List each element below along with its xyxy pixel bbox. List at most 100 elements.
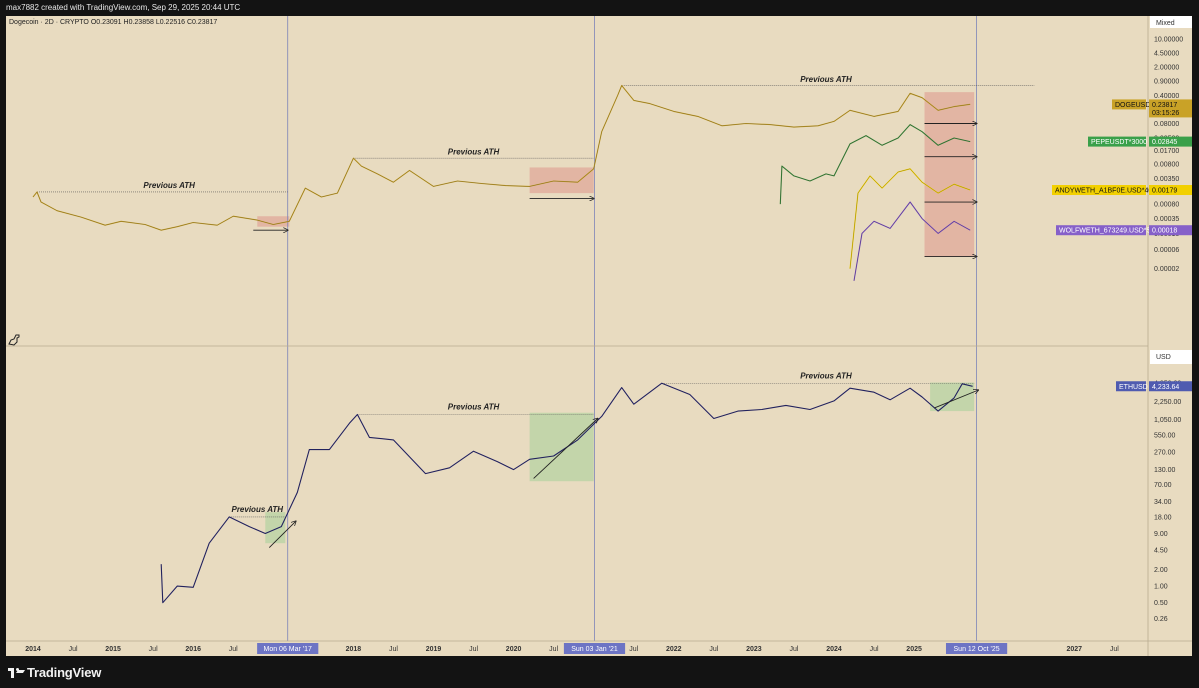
top-y-tick: 0.00002 <box>1154 266 1179 273</box>
x-marker-label: Mon 06 Mar '17 <box>264 646 313 653</box>
x-tick: Jul <box>789 646 798 653</box>
andy-name-badge <box>1052 185 1146 196</box>
bottom-y-tick: 0.50 <box>1154 600 1168 607</box>
eth-name: ETHUSD <box>1119 384 1148 391</box>
x-tick: 2020 <box>506 646 522 653</box>
eth-up-arrow-2021 <box>533 419 598 479</box>
chart-svg[interactable]: Previous ATH Previous ATH Previous ATH Prev… <box>6 16 1192 656</box>
eth-green-box-2021 <box>529 412 594 482</box>
eth-value-badge <box>1149 381 1192 392</box>
top-y-tick: 0.00006 <box>1154 247 1179 254</box>
doge-name: DOGEUSD <box>1115 102 1150 109</box>
wolf-name-badge <box>1056 225 1146 236</box>
top-y-tick: 0.01700 <box>1154 148 1179 155</box>
bottom-y-tick: 9.00 <box>1154 531 1168 538</box>
bottom-y-tick: 18.00 <box>1154 514 1172 521</box>
andy-line-outline <box>849 168 971 269</box>
doge-name-badge <box>1112 99 1146 110</box>
credit-text: max7882 created with TradingView.com, Se… <box>6 3 241 12</box>
eth-line-outline <box>161 383 973 604</box>
bottom-y-tick: 1.00 <box>1154 584 1168 591</box>
wolf-line-outline <box>853 201 971 281</box>
top-y-tick: 2.00000 <box>1154 65 1179 72</box>
x-tick: 2019 <box>426 646 442 653</box>
chart-area[interactable]: Previous ATH Previous ATH Previous ATH Prev… <box>6 16 1192 656</box>
bottom-y-tick: 2.00 <box>1154 567 1168 574</box>
doge-value: 0.23817 <box>1152 102 1177 109</box>
bottom-y-tick: 550.00 <box>1154 433 1176 440</box>
mixed-scale-box <box>1150 16 1192 28</box>
x-marker-badge <box>257 643 319 654</box>
top-y-tick: 0.00800 <box>1154 161 1179 168</box>
eth-value: 4,233.64 <box>1152 384 1179 391</box>
doge-red-box-2017 <box>257 216 290 227</box>
top-y-tick: 0.90000 <box>1154 79 1179 86</box>
bottom-y-tick: 0.26 <box>1154 616 1168 623</box>
wolf-value-badge <box>1149 225 1192 236</box>
doge-red-box-2021 <box>529 167 594 194</box>
x-tick: Jul <box>549 646 558 653</box>
previous-ath-label: Previous ATH <box>143 181 195 190</box>
previous-ath-label: Previous ATH <box>448 403 500 412</box>
eth-name-badge <box>1116 381 1146 392</box>
x-tick: 2022 <box>666 646 682 653</box>
top-y-tick: 0.00035 <box>1154 216 1179 223</box>
tradingview-logo-icon <box>8 668 26 678</box>
top-y-tick: 0.08000 <box>1154 121 1179 128</box>
bottom-y-tick: 34.00 <box>1154 499 1172 506</box>
eth-up-arrow-2017 <box>268 521 295 548</box>
x-tick: Jul <box>870 646 879 653</box>
x-tick: Jul <box>389 646 398 653</box>
pepe-name: PEPEUSDT*3000 <box>1091 139 1147 146</box>
x-tick: Jul <box>229 646 238 653</box>
x-tick: 2024 <box>826 646 842 653</box>
previous-ath-label: Previous ATH <box>231 505 283 514</box>
top-y-tick: 10.00000 <box>1154 37 1183 44</box>
x-tick: 2016 <box>185 646 201 653</box>
usd-scale-box <box>1150 350 1192 364</box>
tradingview-brand: TradingView <box>27 665 102 680</box>
bottom-y-tick: 130.00 <box>1154 467 1176 474</box>
doge-line <box>32 84 971 231</box>
x-tick: Jul <box>69 646 78 653</box>
usd-scale-label: USD <box>1156 354 1171 361</box>
x-tick: 2015 <box>105 646 121 653</box>
x-tick: Jul <box>1110 646 1119 653</box>
andy-value: 0.00179 <box>1152 188 1177 195</box>
eth-green-box-2017 <box>265 512 286 544</box>
x-tick: 2014 <box>25 646 41 653</box>
doge-value-badge <box>1149 99 1192 118</box>
pepe-name-badge <box>1088 136 1146 147</box>
symbol-info: Dogecoin · 2D · CRYPTO O0.23091 H0.23858… <box>9 19 217 26</box>
x-tick: Jul <box>629 646 638 653</box>
memecoins-red-box-2025 <box>924 92 975 257</box>
bottom-y-tick: 4.50 <box>1154 548 1168 555</box>
x-tick: 2018 <box>346 646 362 653</box>
tradingview-logo[interactable]: TradingView <box>8 665 101 680</box>
andy-value-badge <box>1149 185 1192 196</box>
doge-countdown: 03:15:26 <box>1152 110 1179 117</box>
top-y-tick: 0.00080 <box>1154 202 1179 209</box>
bottom-y-tick: 2,250.00 <box>1154 399 1181 406</box>
eth-up-arrow-2025 <box>933 390 978 409</box>
x-tick: Jul <box>709 646 718 653</box>
bottom-y-tick: 1,050.00 <box>1154 417 1181 424</box>
x-tick: Jul <box>469 646 478 653</box>
previous-ath-label: Previous ATH <box>448 148 500 157</box>
mixed-scale-label: Mixed <box>1156 20 1175 27</box>
x-marker-badge <box>563 643 626 654</box>
pepe-value: 0.02845 <box>1152 139 1177 146</box>
bottom-bar: TradingView <box>0 656 1199 688</box>
top-bar: max7882 created with TradingView.com, Se… <box>0 0 1199 16</box>
x-marker-badge <box>945 643 1008 654</box>
x-marker-label: Sun 03 Jan '21 <box>571 646 618 653</box>
top-y-tick: 0.00350 <box>1154 176 1179 183</box>
andy-name: ANDYWETH_A1BF0E.USD*40 <box>1055 188 1152 195</box>
x-marker-label: Sun 12 Oct '25 <box>954 646 1000 653</box>
bottom-y-tick: 70.00 <box>1154 482 1172 489</box>
pepe-line-outline <box>780 124 971 205</box>
x-tick: 2027 <box>1067 646 1083 653</box>
wolf-name: WOLFWETH_673249.USD*5 <box>1059 228 1151 235</box>
previous-ath-label: Previous ATH <box>800 75 852 84</box>
bottom-y-tick: 270.00 <box>1154 450 1176 457</box>
